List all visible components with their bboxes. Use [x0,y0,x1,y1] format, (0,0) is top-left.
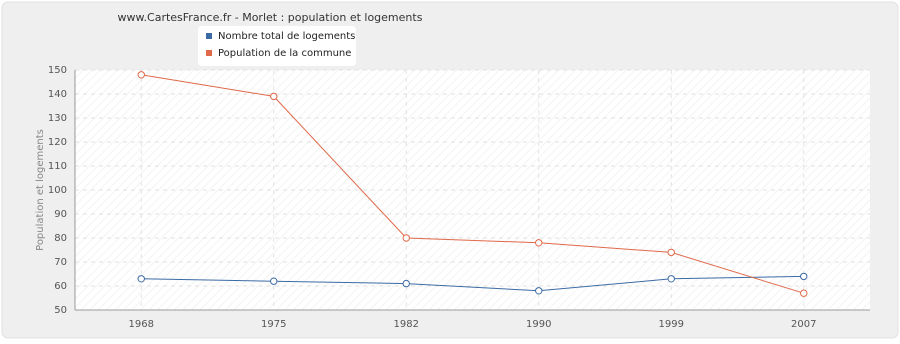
series-line [141,74,804,294]
y-tick-label: 110 [48,161,67,172]
y-tick-label: 140 [48,89,67,100]
y-tick-label: 80 [54,233,67,244]
point [800,272,808,281]
x-tick-label: 1982 [394,319,419,330]
point [667,275,675,283]
point [402,279,410,288]
y-tick-label: 150 [48,65,67,76]
plot-area [75,70,870,310]
x-tick-label: 2007 [791,319,816,330]
legend-box [198,26,356,66]
legend-label: Population de la commune [218,48,351,59]
y-tick-label: 70 [54,257,67,268]
chart-title: www.CartesFrance.fr - Morlet : populatio… [118,11,423,24]
y-tick-label: 130 [48,113,67,124]
point [667,248,675,257]
legend-swatch [206,50,212,56]
x-tick-label: 1975 [261,319,286,330]
x-tick-label: 1999 [659,319,684,330]
point [137,275,145,283]
y-tick-label: 60 [54,281,67,292]
x-tick-label: 1968 [129,319,154,330]
y-tick-label: 120 [48,137,67,148]
legend-label: Nombre total de logements [218,31,355,42]
y-tick-label: 50 [54,305,67,316]
point [270,92,278,101]
point [800,289,808,297]
series-line [141,275,804,292]
point [270,277,278,285]
point [535,287,543,295]
y-tick-label: 100 [48,185,67,196]
y-tick-label: 90 [54,209,67,220]
point [137,71,145,79]
x-tick-label: 1990 [526,319,551,330]
point [535,239,543,247]
legend-swatch [206,33,212,39]
point [402,234,410,242]
y-axis-title: Population et logements [35,129,46,251]
